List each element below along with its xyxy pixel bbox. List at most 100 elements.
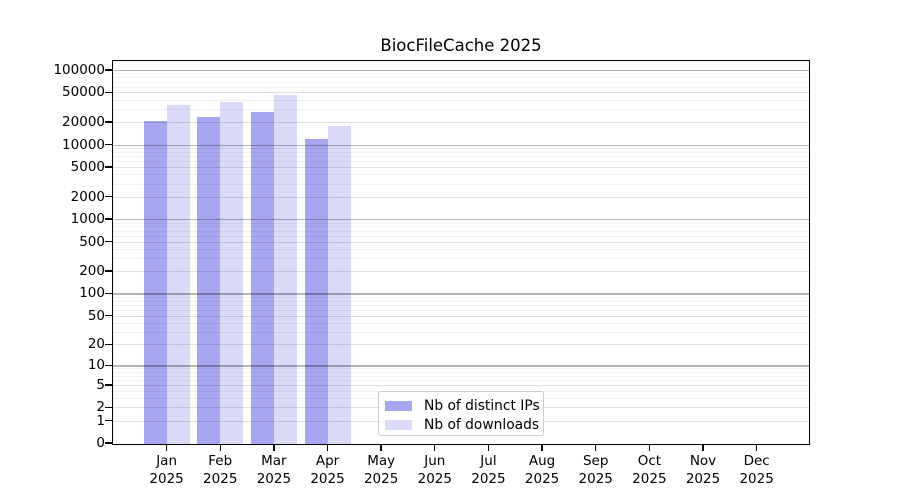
- x-tick-label: Oct 2025: [632, 453, 667, 487]
- y-tick: [105, 218, 112, 220]
- gridline: [113, 331, 809, 333]
- y-tick: [105, 121, 112, 123]
- y-tick: [105, 143, 112, 146]
- y-tick-label: 1: [96, 412, 105, 429]
- gridline: [113, 293, 809, 295]
- gridline: [113, 219, 809, 221]
- gridline: [113, 258, 809, 260]
- y-tick-label: 20000: [62, 114, 105, 131]
- gridline: [113, 230, 809, 232]
- gridline: [113, 92, 809, 94]
- x-tick-label: Jun 2025: [417, 453, 452, 487]
- y-tick-label: 50000: [62, 84, 105, 101]
- legend: Nb of distinct IPs Nb of downloads: [378, 391, 544, 436]
- legend-swatch-distinct-ips: [385, 401, 412, 411]
- gridline: [113, 156, 809, 158]
- y-tick: [105, 270, 112, 272]
- gridline: [113, 322, 809, 324]
- x-tick-label: Dec 2025: [739, 453, 774, 487]
- gridline: [113, 379, 809, 381]
- gridline: [113, 235, 809, 237]
- legend-entry-distinct-ips: Nb of distinct IPs: [385, 397, 543, 415]
- y-tick-label: 10: [87, 357, 105, 374]
- bar-distinct-ips-mar: [250, 112, 274, 444]
- x-tick: [541, 444, 543, 451]
- y-tick: [105, 69, 112, 71]
- gridline: [113, 99, 809, 101]
- y-tick-label: 2: [96, 399, 105, 416]
- gridline: [113, 309, 809, 311]
- chart-title: BiocFileCache 2025: [380, 36, 542, 55]
- y-tick-label: 50: [87, 307, 105, 324]
- gridline: [113, 304, 809, 306]
- gridline: [113, 315, 809, 317]
- y-tick-label: 0: [96, 435, 105, 451]
- gridline: [113, 368, 809, 370]
- y-tick: [105, 91, 112, 94]
- gridline: [113, 73, 809, 75]
- gridline: [113, 161, 809, 163]
- x-tick-label: Sep 2025: [578, 453, 613, 487]
- y-tick-label: 100000: [53, 62, 105, 78]
- gridline: [113, 148, 809, 149]
- bars-layer: [113, 61, 809, 444]
- x-tick-label: Feb 2025: [203, 453, 238, 487]
- x-tick: [273, 444, 275, 451]
- gridline: [113, 144, 809, 146]
- gridline: [113, 122, 809, 124]
- gridline: [113, 109, 809, 110]
- y-tick-label: 1000: [70, 211, 105, 228]
- gridline: [113, 271, 809, 273]
- y-tick: [105, 240, 112, 243]
- x-tick-label: Jan 2025: [149, 453, 184, 487]
- bar-distinct-ips-apr: [304, 138, 328, 444]
- x-tick: [648, 444, 651, 451]
- x-tick-label: Mar 2025: [256, 453, 292, 487]
- bar-distinct-ips-jan: [143, 121, 167, 444]
- legend-entry-downloads: Nb of downloads: [385, 416, 543, 434]
- gridline: [113, 69, 809, 72]
- y-tick: [105, 364, 112, 366]
- y-tick-label: 100: [79, 285, 105, 302]
- x-tick-label: Jul 2025: [471, 453, 506, 487]
- legend-label-distinct-ips: Nb of distinct IPs: [424, 398, 540, 414]
- gridline: [113, 371, 809, 373]
- x-tick: [702, 444, 704, 451]
- y-tick-label: 5000: [70, 159, 105, 176]
- gridline: [113, 196, 809, 198]
- y-tick: [105, 166, 112, 168]
- gridline: [113, 167, 809, 169]
- x-tick: [755, 444, 758, 451]
- gridline: [113, 81, 809, 83]
- x-tick: [326, 444, 329, 451]
- gridline: [113, 300, 809, 302]
- gridline: [113, 222, 809, 224]
- y-tick: [105, 419, 112, 422]
- x-tick-label: Aug 2025: [524, 453, 560, 487]
- legend-swatch-downloads: [385, 420, 412, 430]
- bar-downloads-mar: [273, 94, 297, 444]
- y-tick-label: 20: [87, 336, 105, 353]
- gridline: [113, 375, 809, 377]
- y-tick: [105, 196, 112, 198]
- gridline: [113, 241, 809, 243]
- y-tick: [105, 343, 112, 346]
- bar-downloads-jan: [166, 104, 190, 444]
- x-tick: [165, 444, 168, 451]
- x-tick-label: Nov 2025: [685, 453, 721, 487]
- y-tick: [105, 442, 112, 444]
- x-tick: [380, 444, 382, 451]
- x-tick: [219, 444, 221, 451]
- x-tick-label: Apr 2025: [310, 453, 345, 487]
- gridline: [113, 86, 809, 88]
- gridline: [113, 151, 809, 153]
- gridline: [113, 174, 809, 176]
- gridline: [113, 365, 809, 367]
- gridline: [113, 226, 809, 228]
- gridline: [113, 384, 809, 386]
- y-tick-label: 200: [79, 263, 105, 280]
- y-tick-label: 5: [96, 376, 105, 393]
- y-tick: [105, 292, 112, 295]
- x-tick-label: May 2025: [363, 453, 399, 487]
